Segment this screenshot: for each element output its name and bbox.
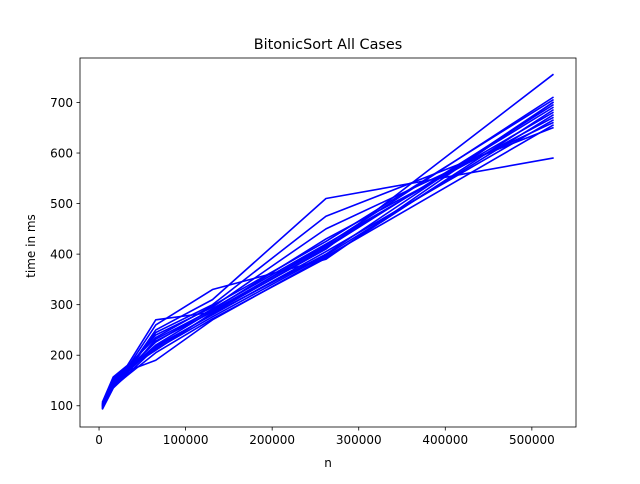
chart-title: BitonicSort All Cases <box>254 37 403 53</box>
axes-layer: 0 100000 200000 300000 400000 500000 100 200 300… <box>50 57 577 447</box>
series-line-16 <box>101 103 554 406</box>
x-axis-label: n <box>324 456 332 470</box>
y-tick-label: 200 <box>50 349 73 363</box>
y-tick-label: 700 <box>50 96 73 110</box>
plot-frame <box>79 57 577 428</box>
y-tick-label: 100 <box>50 399 73 413</box>
y-tick-label: 600 <box>50 146 73 160</box>
y-axis-label: time in ms <box>24 214 38 278</box>
x-tick-label: 200000 <box>249 433 295 447</box>
x-tick-label: 100000 <box>163 433 209 447</box>
x-tick-label: 400000 <box>422 433 468 447</box>
y-tick-label: 500 <box>50 197 73 211</box>
x-tick-label: 500000 <box>509 433 555 447</box>
series-layer <box>101 73 555 410</box>
series-line-15 <box>101 124 554 408</box>
y-tick-label: 300 <box>50 298 73 312</box>
series-line-10 <box>101 98 554 404</box>
x-tick-label: 0 <box>95 433 103 447</box>
x-tick-label: 300000 <box>336 433 382 447</box>
series-line-14 <box>101 108 554 410</box>
y-tick-label: 400 <box>50 247 73 261</box>
